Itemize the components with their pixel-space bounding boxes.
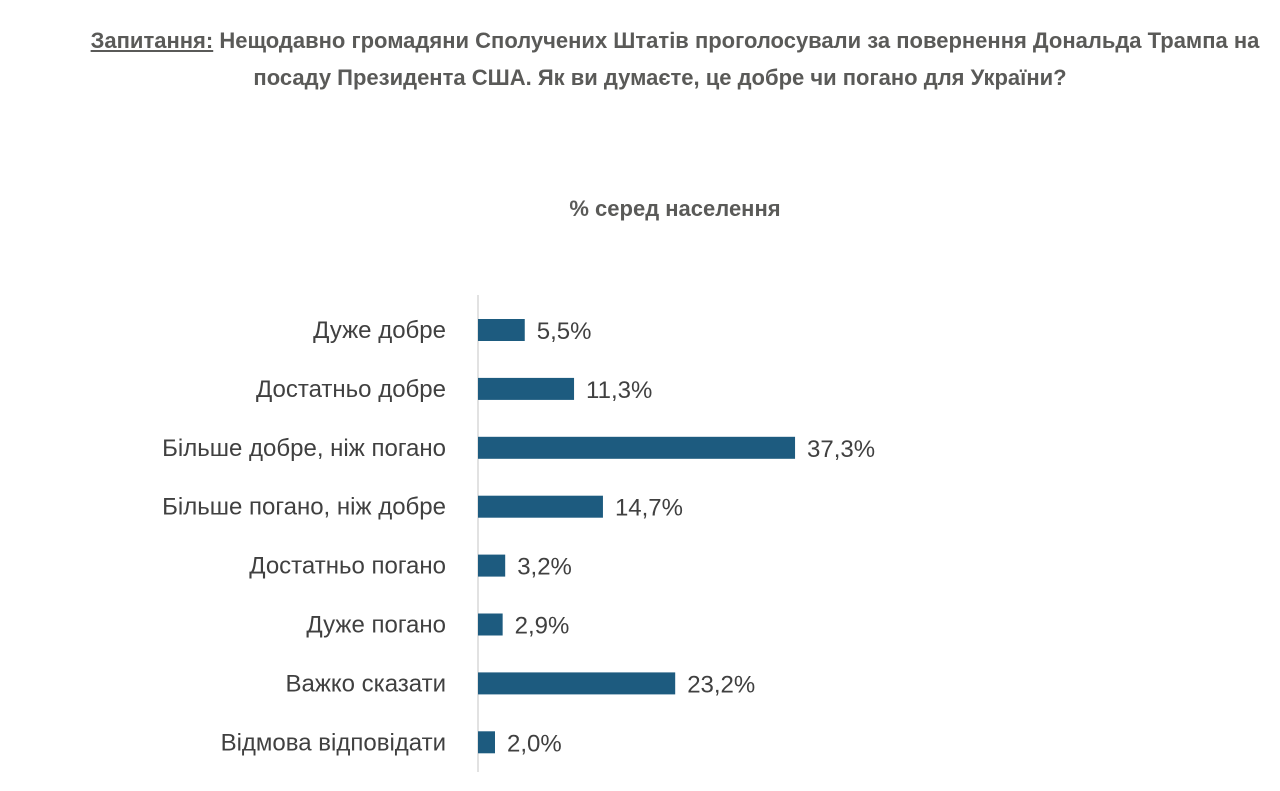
- bar: [478, 672, 676, 695]
- question-text: Нещодавно громадяни Сполучених Штатів пр…: [219, 28, 1260, 90]
- category-label: Відмова відповідати: [221, 729, 446, 756]
- bar: [478, 554, 506, 577]
- bar: [478, 377, 575, 400]
- category-label: Дуже погано: [306, 612, 446, 639]
- bar: [478, 436, 796, 459]
- category-label: Достатньо погано: [249, 553, 446, 580]
- chart-subtitle: % серед населення: [569, 196, 781, 221]
- bar: [478, 731, 495, 754]
- chart-question: Запитання: Нещодавно громадяни Сполучени…: [50, 22, 1270, 96]
- value-label: 3,2%: [517, 554, 572, 581]
- value-label: 2,9%: [515, 613, 570, 640]
- bar: [478, 319, 525, 341]
- value-label: 2,0%: [507, 730, 562, 757]
- category-label: Більше добре, ніж погано: [162, 435, 446, 462]
- value-label: 14,7%: [615, 495, 683, 522]
- value-label: 37,3%: [807, 436, 875, 463]
- value-label: 5,5%: [537, 318, 592, 345]
- category-label: Важко сказати: [285, 670, 446, 697]
- value-label: 23,2%: [687, 671, 755, 698]
- bar: [478, 495, 603, 518]
- category-label: Дуже добре: [313, 317, 446, 344]
- value-label: 11,3%: [586, 377, 652, 404]
- question-label: Запитання:: [90, 28, 214, 53]
- category-label: Достатньо добре: [256, 376, 446, 403]
- bar: [478, 613, 503, 636]
- category-label: Більше погано, ніж добре: [162, 494, 446, 521]
